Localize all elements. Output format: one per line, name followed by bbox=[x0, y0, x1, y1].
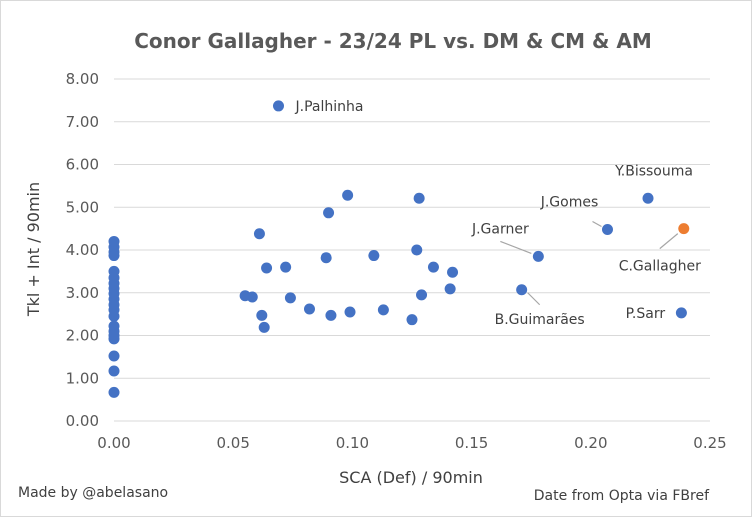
data-point bbox=[416, 289, 428, 301]
x-tick-label: 0.20 bbox=[574, 434, 607, 452]
data-point bbox=[323, 207, 335, 219]
y-tick-label: 7.00 bbox=[66, 113, 99, 131]
leader-line bbox=[592, 220, 602, 228]
y-tick-label: 2.00 bbox=[66, 327, 99, 345]
leader-line bbox=[527, 292, 541, 306]
data-label: J.Gomes bbox=[540, 194, 599, 210]
data-point bbox=[447, 266, 459, 278]
data-point bbox=[108, 350, 120, 362]
data-point bbox=[320, 252, 332, 264]
data-points bbox=[108, 100, 690, 398]
data-point bbox=[325, 309, 337, 321]
data-label: C.Gallagher bbox=[619, 259, 701, 275]
data-point bbox=[675, 307, 687, 319]
data-point bbox=[108, 386, 120, 398]
y-axis-title: Tkl + Int / 90min bbox=[24, 182, 43, 317]
data-point bbox=[601, 223, 613, 235]
data-point bbox=[303, 303, 315, 315]
data-label: B.Guimarães bbox=[495, 312, 585, 328]
y-tick-label: 6.00 bbox=[66, 156, 99, 174]
leader-line bbox=[659, 233, 679, 250]
data-point bbox=[261, 262, 273, 274]
y-tick-label: 1.00 bbox=[66, 369, 99, 387]
data-point bbox=[253, 228, 265, 240]
y-tick-label: 3.00 bbox=[66, 284, 99, 302]
data-point bbox=[344, 306, 356, 318]
data-point bbox=[108, 365, 120, 377]
data-point bbox=[427, 261, 439, 273]
leader-lines bbox=[500, 220, 679, 306]
y-tick-label: 0.00 bbox=[66, 412, 99, 430]
leader-line bbox=[500, 240, 532, 254]
data-point bbox=[377, 304, 389, 316]
y-tick-label: 5.00 bbox=[66, 198, 99, 216]
x-tick-label: 0.15 bbox=[455, 434, 488, 452]
data-point bbox=[108, 320, 120, 332]
data-point bbox=[108, 265, 120, 277]
x-tick-label: 0.25 bbox=[693, 434, 726, 452]
x-axis-title: SCA (Def) / 90min bbox=[339, 468, 483, 487]
data-point bbox=[444, 283, 456, 295]
data-label: Y.Bissouma bbox=[614, 163, 693, 179]
data-point bbox=[516, 284, 528, 296]
data-point bbox=[246, 291, 258, 303]
data-point-highlight bbox=[678, 223, 690, 235]
tick-labels: 0.00 1.00 2.00 3.00 4.00 5.00 6.00 7.00 8.00 0.00… bbox=[66, 70, 727, 452]
data-point bbox=[258, 321, 270, 333]
point-labels: J.Palhinha B.Guimarães J.Garner J.Gomes Y.Bi… bbox=[294, 99, 701, 328]
data-label: P.Sarr bbox=[626, 306, 666, 322]
data-point bbox=[413, 192, 425, 204]
credit-right: Date from Opta via FBref bbox=[534, 488, 710, 504]
x-tick-label: 0.05 bbox=[216, 434, 249, 452]
x-tick-label: 0.10 bbox=[336, 434, 369, 452]
x-tick-label: 0.00 bbox=[97, 434, 130, 452]
data-point bbox=[342, 189, 354, 201]
data-label: J.Palhinha bbox=[294, 99, 363, 115]
data-point bbox=[368, 250, 380, 262]
data-point bbox=[280, 261, 292, 273]
y-tick-label: 4.00 bbox=[66, 241, 99, 259]
y-tick-label: 8.00 bbox=[66, 70, 99, 88]
data-point bbox=[272, 100, 284, 112]
data-point bbox=[284, 292, 296, 304]
chart-title: Conor Gallagher - 23/24 PL vs. DM & CM &… bbox=[134, 29, 652, 53]
data-point bbox=[108, 235, 120, 247]
data-point bbox=[406, 314, 418, 326]
credit-left: Made by @abelasano bbox=[18, 485, 168, 501]
data-point bbox=[532, 250, 544, 262]
data-point bbox=[256, 309, 268, 321]
data-label: J.Garner bbox=[471, 221, 529, 237]
data-point bbox=[642, 192, 654, 204]
data-point bbox=[411, 244, 423, 256]
